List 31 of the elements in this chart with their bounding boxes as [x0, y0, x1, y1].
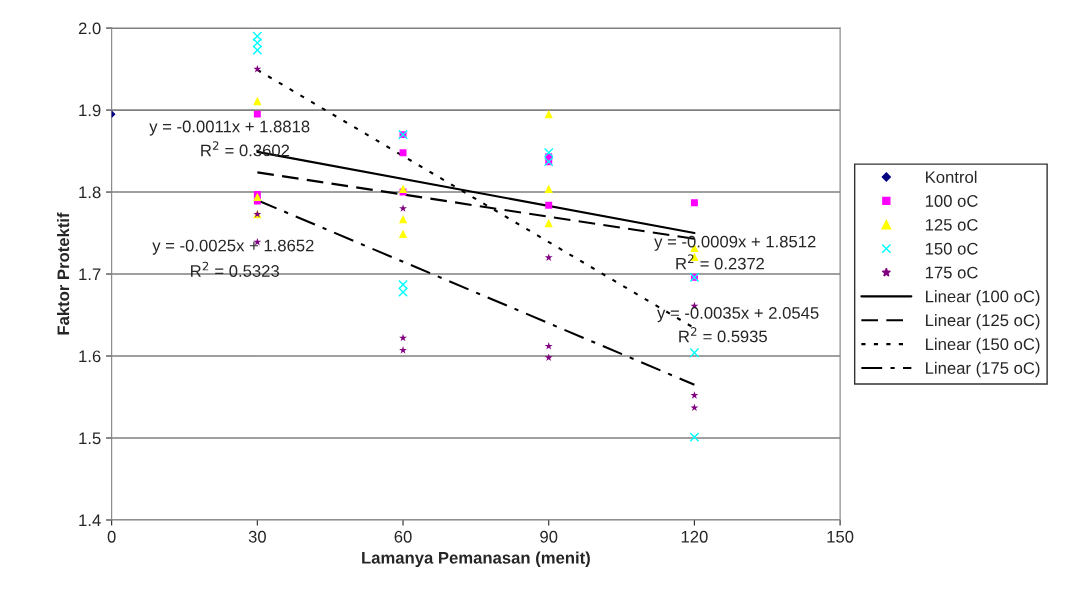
x-tick-label: 60 — [394, 530, 412, 543]
y-tick-label: 1.5 — [79, 432, 101, 445]
x-tick-label: 30 — [248, 530, 266, 543]
x-tick-label: 0 — [107, 530, 116, 543]
legend-label: Linear (150 oC) — [926, 337, 1040, 354]
y-axis-title: Faktor Protektif — [56, 212, 70, 335]
annotation: y = -0.0011x + 1.8818 — [149, 120, 310, 136]
y-tick-label: 1.9 — [79, 104, 101, 117]
y-tick-label: 1.8 — [79, 186, 101, 199]
x-tick-label: 150 — [827, 530, 854, 543]
annotation: y = -0.0035x + 2.0545 — [657, 307, 819, 323]
y-tick-label: 1.7 — [79, 268, 101, 281]
annotation: y = -0.0025x + 1.8652 — [152, 239, 314, 255]
legend-label: 150 oC — [925, 242, 978, 255]
legend-label: Linear (100 oC) — [926, 290, 1040, 306]
annotation: y = -0.0009x + 1.8512 — [654, 235, 816, 251]
annotation: R$^{2}$ = 0.3602 — [201, 141, 290, 157]
y-tick-label: 1.6 — [79, 350, 101, 363]
x-tick-label: 90 — [540, 530, 558, 543]
y-tick-label: 2.0 — [78, 22, 101, 35]
annotation: R$^{2}$ = 0.5323 — [191, 261, 279, 277]
x-axis-title: Lamanya Pemanasan (menit) — [362, 551, 590, 568]
legend-label: Linear (175 oC) — [926, 361, 1040, 378]
annotation: R$^{2}$ = 0.5935 — [679, 327, 767, 343]
legend-label: 125 oC — [925, 218, 978, 231]
legend-label: 175 oC — [925, 266, 978, 279]
legend-label: 100 oC — [925, 195, 978, 207]
legend-label: Kontrol — [926, 170, 977, 184]
x-tick-label: 120 — [681, 530, 708, 543]
legend-label: Linear (125 oC) — [926, 313, 1040, 330]
y-tick-label: 1.4 — [79, 514, 101, 527]
